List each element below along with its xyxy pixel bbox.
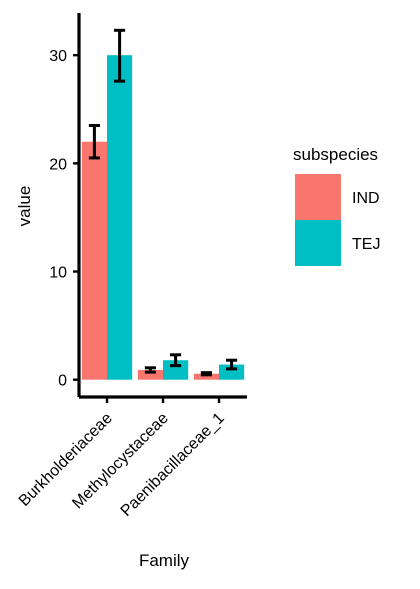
legend-key-tej [295, 220, 341, 266]
bar-tej [107, 55, 133, 380]
y-axis-ticks: 0 10 20 30 [49, 48, 79, 390]
x-axis-title: Family [139, 551, 190, 570]
y-tick-label: 10 [49, 265, 67, 282]
legend-label-tej: TEJ [352, 236, 380, 253]
bar-ind [137, 369, 163, 380]
legend-key-ind [295, 174, 341, 220]
bar-tej [219, 364, 245, 380]
legend-items: IND TEJ [295, 174, 380, 266]
legend-label-ind: IND [352, 190, 380, 207]
x-tick-label: Burkholderiaceae [16, 410, 116, 510]
x-axis-ticks: BurkholderiaceaeMethylocystaceaePaenibac… [16, 397, 228, 520]
y-tick-label: 0 [58, 373, 67, 390]
bar-ind [81, 141, 107, 380]
y-tick-label: 30 [49, 48, 67, 65]
y-axis-title: value [15, 186, 34, 227]
bars-layer [81, 55, 245, 380]
y-tick-label: 20 [49, 156, 67, 173]
bar-ind [193, 373, 219, 380]
error-bars-layer [88, 28, 238, 377]
legend: subspecies IND TEJ [293, 145, 380, 266]
bar-tej [163, 360, 189, 380]
legend-title: subspecies [293, 145, 378, 164]
x-tick-label: Methylocystaceae [69, 410, 172, 513]
x-tick-label: Paenibacillaceae_1 [118, 410, 228, 520]
